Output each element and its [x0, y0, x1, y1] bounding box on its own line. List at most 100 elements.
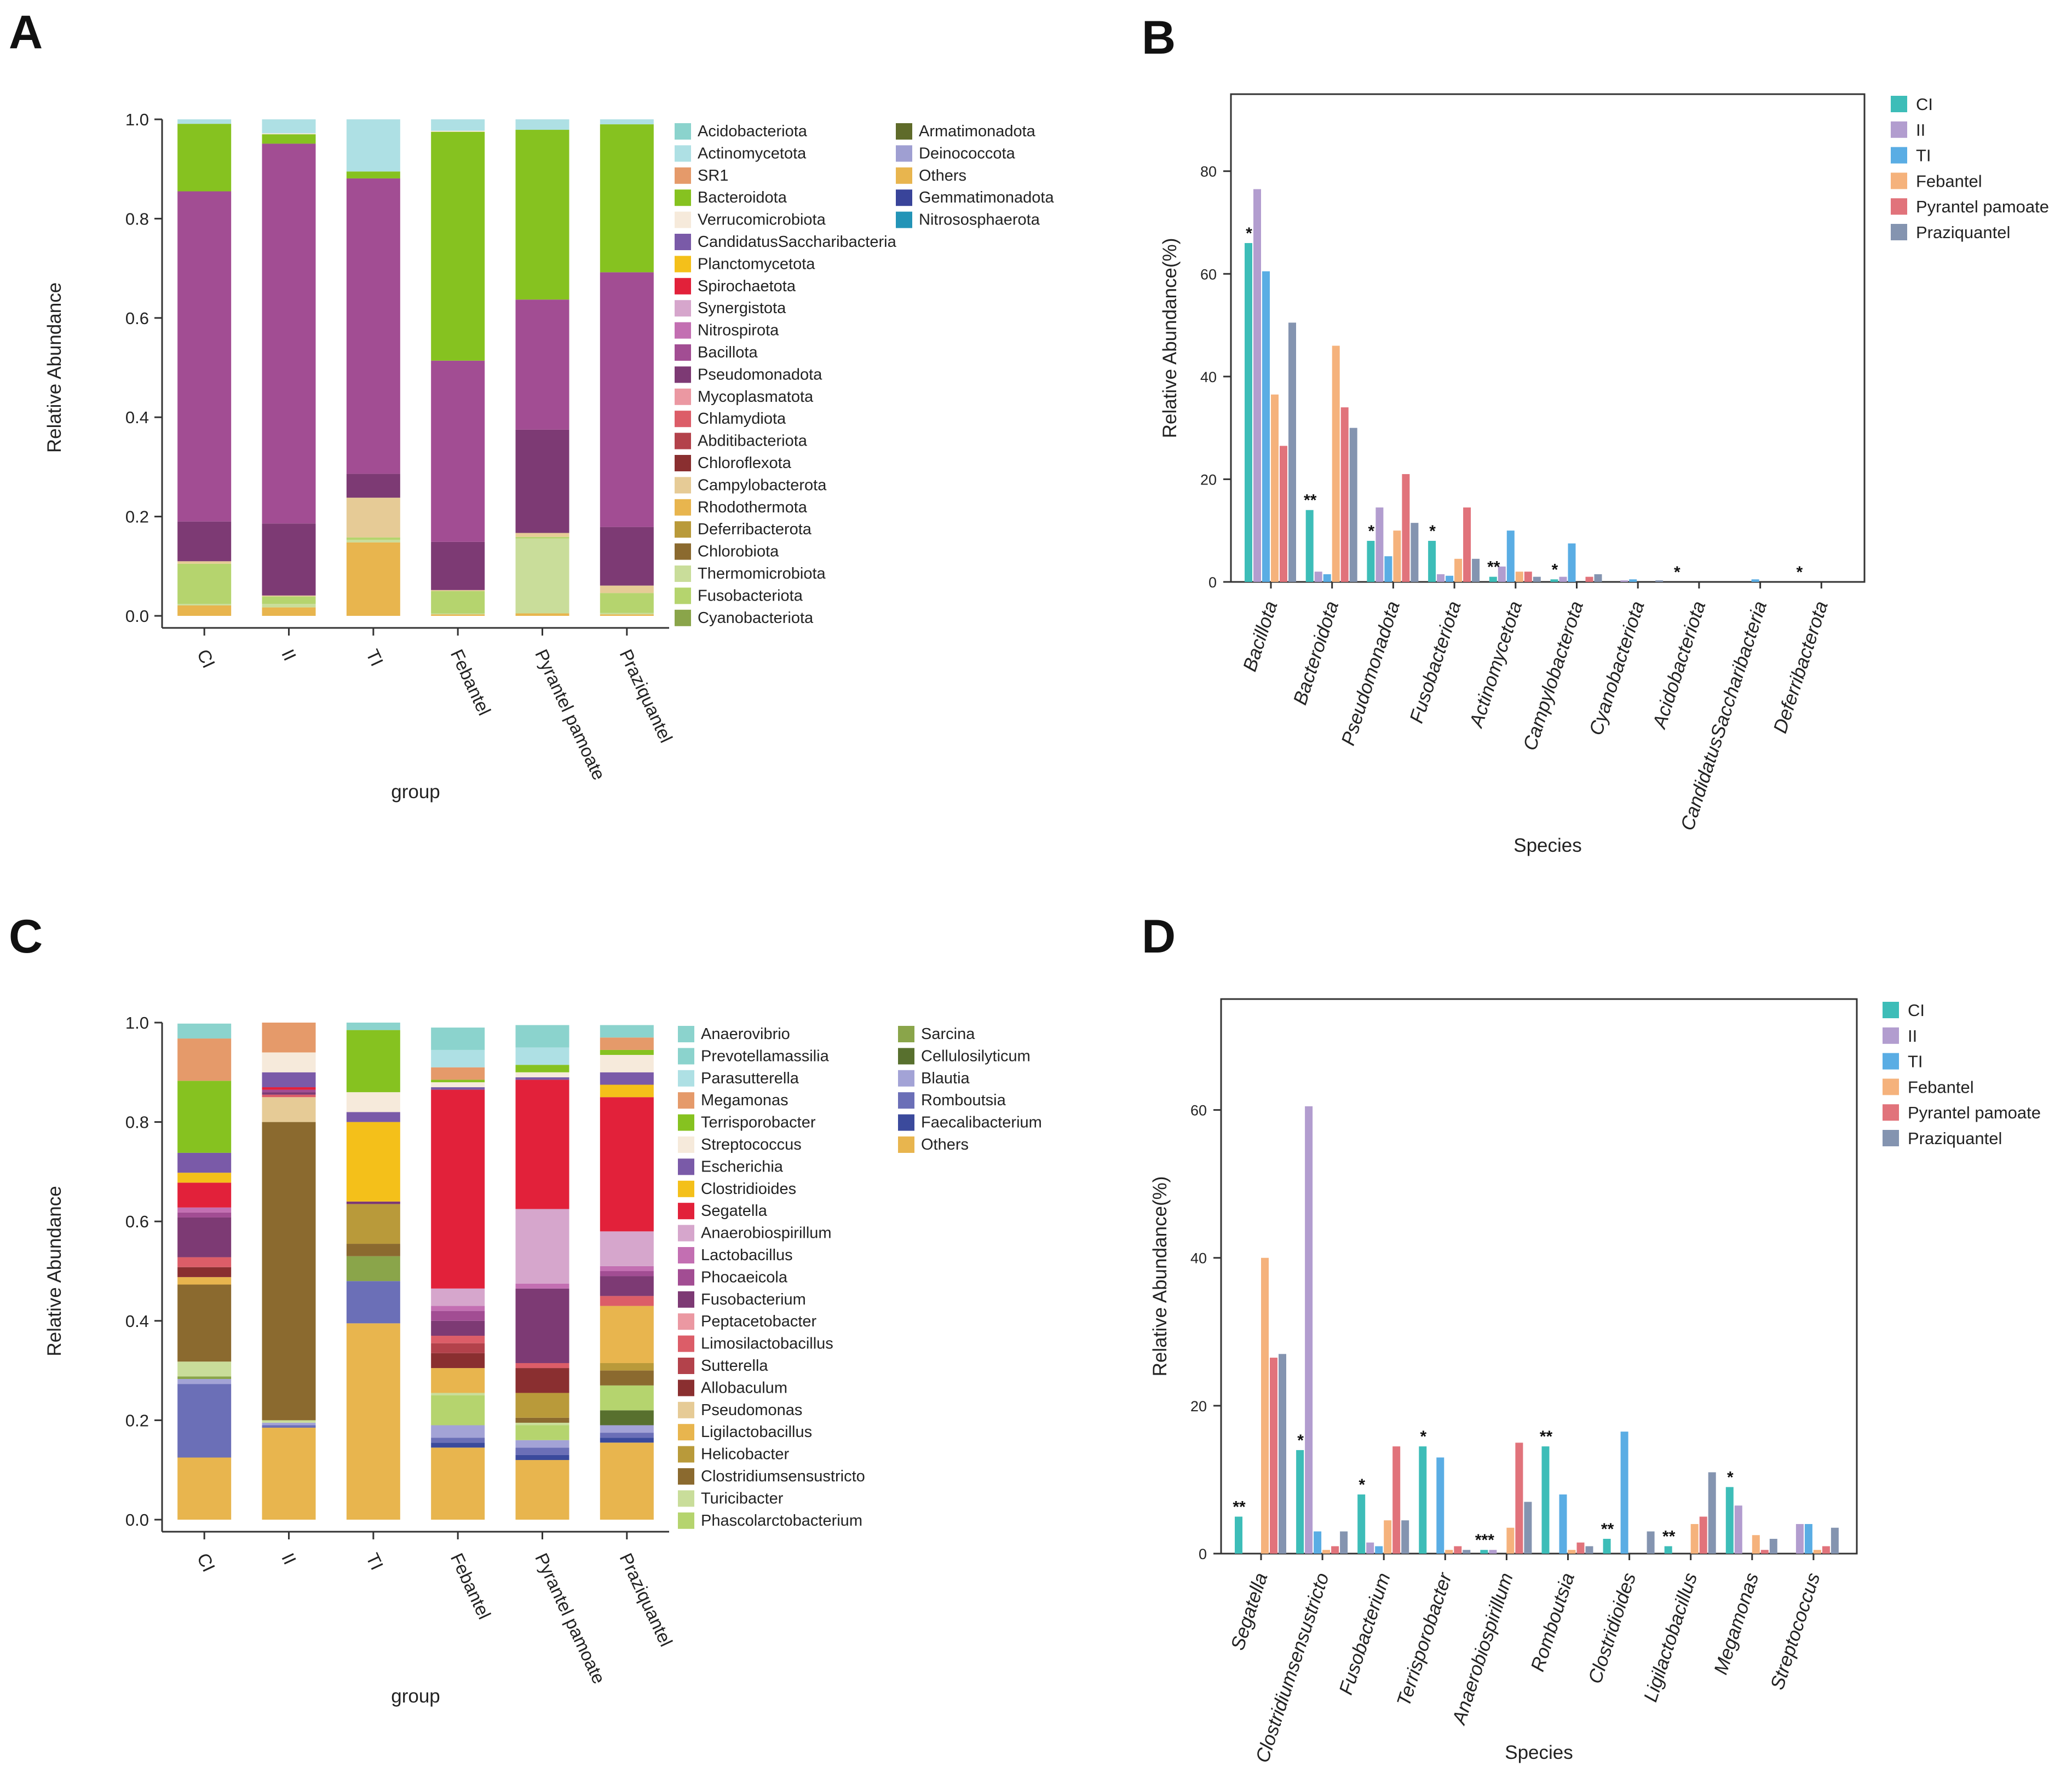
- bar: [1568, 543, 1576, 582]
- x-tick-label: TI: [362, 1550, 387, 1573]
- legend-swatch: [678, 1136, 694, 1153]
- bar-segment: [431, 590, 485, 591]
- bar-segment: [262, 1428, 316, 1520]
- legend-swatch: [898, 1026, 914, 1042]
- bar-segment: [177, 124, 232, 192]
- bar: [1533, 576, 1541, 582]
- bar: [1831, 1527, 1839, 1554]
- significance-mark: *: [1796, 563, 1803, 581]
- panel-C: 0.0 0.2 0.4 0.6 0.8 1.0 Relative Abundance CI II…: [44, 1013, 1042, 1707]
- bar-segment: [262, 1425, 316, 1428]
- bar: [1515, 572, 1523, 582]
- legend-label: Romboutsia: [921, 1092, 1006, 1109]
- bar-segment: [515, 1425, 569, 1440]
- bar: [1367, 540, 1375, 582]
- bar: [1813, 1550, 1821, 1554]
- legend-swatch: [678, 1424, 694, 1441]
- bar: [1734, 1505, 1742, 1554]
- legend-swatch: [678, 1070, 694, 1087]
- legend-label: Clostridioides: [701, 1180, 796, 1198]
- x-tick-label: Praziquantel: [615, 646, 676, 746]
- legend-swatch: [1883, 1002, 1899, 1018]
- legend-label: Phascolarctobacterium: [701, 1512, 862, 1530]
- y-tick-label: 0.8: [125, 209, 149, 228]
- bar-segment: [431, 1395, 485, 1426]
- bar-segment: [431, 1288, 485, 1306]
- bar-segment: [346, 1112, 400, 1122]
- bar-segment: [431, 1311, 485, 1321]
- legend-label: Anaerovibrio: [701, 1025, 790, 1043]
- legend-swatch: [896, 211, 912, 228]
- bar-segment: [515, 130, 569, 300]
- panel-letter-A: A: [9, 6, 43, 59]
- legend-swatch: [898, 1070, 914, 1087]
- bar-segment: [600, 1433, 654, 1438]
- y-tick-label: 1.0: [125, 110, 149, 129]
- bar-segment: [262, 1052, 316, 1072]
- bar: [1235, 1516, 1242, 1554]
- legend-label: Praziquantel: [1916, 223, 2010, 242]
- legend-swatch: [675, 189, 691, 206]
- bar-segment: [262, 143, 316, 524]
- bar: [1515, 1442, 1523, 1554]
- legend-label: TI: [1916, 146, 1931, 165]
- bar: [1428, 540, 1436, 582]
- bar-segment: [346, 178, 400, 474]
- bar-segment: [177, 561, 232, 564]
- legend-swatch: [678, 1401, 694, 1418]
- bar-segment: [346, 1256, 400, 1282]
- bar: [1446, 575, 1454, 582]
- bar: [1559, 1494, 1567, 1554]
- legend-swatch: [896, 145, 912, 162]
- bar: [1436, 1457, 1444, 1554]
- legend-swatch: [678, 1158, 694, 1175]
- x-axis-title: Species: [1513, 835, 1582, 856]
- legend-label: Terrisporobacter: [701, 1114, 816, 1132]
- bar: [1752, 1535, 1760, 1554]
- bar: [1375, 507, 1384, 582]
- bar-segment: [346, 171, 400, 178]
- bar-segment: [177, 605, 232, 616]
- bar-segment: [515, 1447, 569, 1455]
- bar: [1314, 572, 1322, 582]
- bar: [1795, 1523, 1804, 1554]
- legend-swatch: [675, 455, 691, 471]
- bar-segment: [346, 1204, 400, 1244]
- bar-segment: [431, 119, 485, 131]
- bar-segment: [431, 1320, 485, 1336]
- y-axis-title: Relative Abundance: [44, 282, 65, 453]
- bar-segment: [262, 1422, 316, 1426]
- x-tick-label: Actinomycetota: [1465, 598, 1527, 731]
- legend-label: Chlorobiota: [698, 543, 779, 561]
- x-tick-label: Campylobacterota: [1519, 598, 1587, 753]
- x-tick-label: Ligilactobacillus: [1639, 1570, 1701, 1704]
- legend-swatch: [678, 1026, 694, 1042]
- bar-segment: [177, 1257, 232, 1267]
- legend-label: Campylobacterota: [698, 476, 827, 494]
- bar: [1725, 1487, 1734, 1554]
- legend-label: Nitrososphaerota: [919, 211, 1040, 229]
- bar: [1349, 428, 1357, 582]
- x-tick-label: Febantel: [447, 1550, 495, 1622]
- bar-segment: [515, 1047, 569, 1065]
- bar: [1463, 1550, 1471, 1554]
- bar: [1594, 574, 1602, 582]
- bar-segment: [600, 1442, 654, 1520]
- bar-segment: [262, 1122, 316, 1421]
- bar-segment: [515, 429, 569, 533]
- legend-swatch: [675, 543, 691, 560]
- legend-label: CandidatusSaccharibacteria: [698, 233, 897, 251]
- bar: [1506, 1527, 1515, 1554]
- legend-label: Turicibacter: [701, 1490, 784, 1507]
- significance-mark: **: [1601, 1520, 1614, 1538]
- bar-segment: [515, 1065, 569, 1072]
- bar-segment: [431, 1353, 485, 1369]
- bar-segment: [262, 1094, 316, 1098]
- bar: [1620, 1432, 1628, 1554]
- bar-segment: [177, 191, 232, 522]
- x-tick-label: Clostridioides: [1584, 1570, 1640, 1686]
- panel-B: 0 20 40 60 80 Relative Abundance(%) Bacillota *…: [1159, 93, 2049, 856]
- y-tick-label: 0.4: [125, 408, 149, 427]
- bar-segment: [262, 1092, 316, 1095]
- x-tick-label: II: [278, 646, 300, 663]
